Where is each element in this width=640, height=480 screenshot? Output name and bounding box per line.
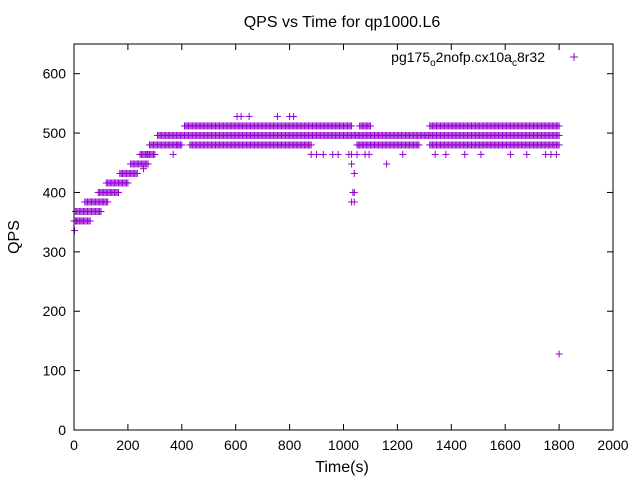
data-point: [140, 165, 148, 173]
y-axis-label: QPS: [6, 220, 23, 254]
data-point: [348, 160, 356, 168]
data-point: [507, 150, 515, 158]
data-point: [477, 150, 485, 158]
x-axis-ticks: 0 200 400 600 800 1000 1200 1400 1600 1800 2000: [70, 44, 629, 453]
y-tick-label: 0: [58, 422, 66, 438]
data-point: [399, 150, 407, 158]
data-point: [174, 141, 182, 149]
data-point: [350, 198, 358, 206]
data-point: [169, 150, 177, 158]
data-point: [97, 207, 105, 215]
plot-frame: [73, 43, 614, 431]
data-point: [86, 217, 94, 225]
data-point: [71, 226, 79, 234]
data-point: [383, 160, 391, 168]
data-point: [143, 150, 151, 158]
x-tick-label: 1400: [436, 437, 467, 453]
data-point: [555, 131, 563, 139]
plot-points: [70, 112, 563, 358]
data-point: [348, 122, 356, 130]
x-tick-label: 400: [170, 437, 194, 453]
x-axis-label: Time(s): [315, 459, 369, 476]
data-point: [290, 112, 298, 120]
data-point: [461, 150, 469, 158]
x-tick-label: 1800: [544, 437, 575, 453]
data-point: [523, 150, 531, 158]
legend-marker: [570, 53, 578, 61]
x-tick-label: 0: [70, 437, 78, 453]
x-tick-label: 2000: [597, 437, 628, 453]
data-point: [237, 112, 245, 120]
x-tick-label: 1000: [328, 437, 359, 453]
data-point: [245, 112, 253, 120]
data-point: [555, 122, 563, 130]
x-tick-label: 600: [224, 437, 248, 453]
x-tick-label: 1600: [490, 437, 521, 453]
x-tick-label: 800: [278, 437, 302, 453]
data-point: [555, 141, 563, 149]
data-point: [366, 122, 374, 130]
y-tick-label: 400: [43, 184, 67, 200]
y-tick-label: 500: [43, 125, 67, 141]
data-point: [353, 150, 361, 158]
data-point: [350, 188, 358, 196]
data-point: [365, 150, 373, 158]
data-point: [350, 169, 358, 177]
y-tick-label: 200: [43, 303, 67, 319]
data-point: [151, 150, 159, 158]
data-point: [555, 350, 563, 358]
y-tick-label: 600: [43, 66, 67, 82]
data-point: [124, 179, 132, 187]
data-point: [415, 141, 423, 149]
x-tick-label: 200: [116, 437, 140, 453]
data-point: [442, 150, 450, 158]
data-point: [313, 150, 321, 158]
chart-title: QPS vs Time for qp1000.L6: [244, 14, 441, 31]
y-tick-label: 100: [43, 363, 67, 379]
legend-label: pg175o2nofp.cx10ac8r32: [391, 49, 545, 69]
data-point: [114, 188, 122, 196]
data-point: [552, 150, 560, 158]
y-tick-label: 300: [43, 244, 67, 260]
data-point: [78, 217, 86, 225]
data-point: [319, 150, 327, 158]
legend: pg175o2nofp.cx10ac8r32: [391, 49, 578, 69]
data-point: [133, 169, 141, 177]
x-tick-label: 1200: [382, 437, 413, 453]
data-point: [307, 141, 315, 149]
y-axis-ticks: 0 100 200 300 400 500 600: [43, 66, 613, 438]
data-point: [273, 112, 281, 120]
data-point: [431, 150, 439, 158]
data-point: [334, 150, 342, 158]
data-point: [104, 198, 112, 206]
data-point: [144, 160, 152, 168]
